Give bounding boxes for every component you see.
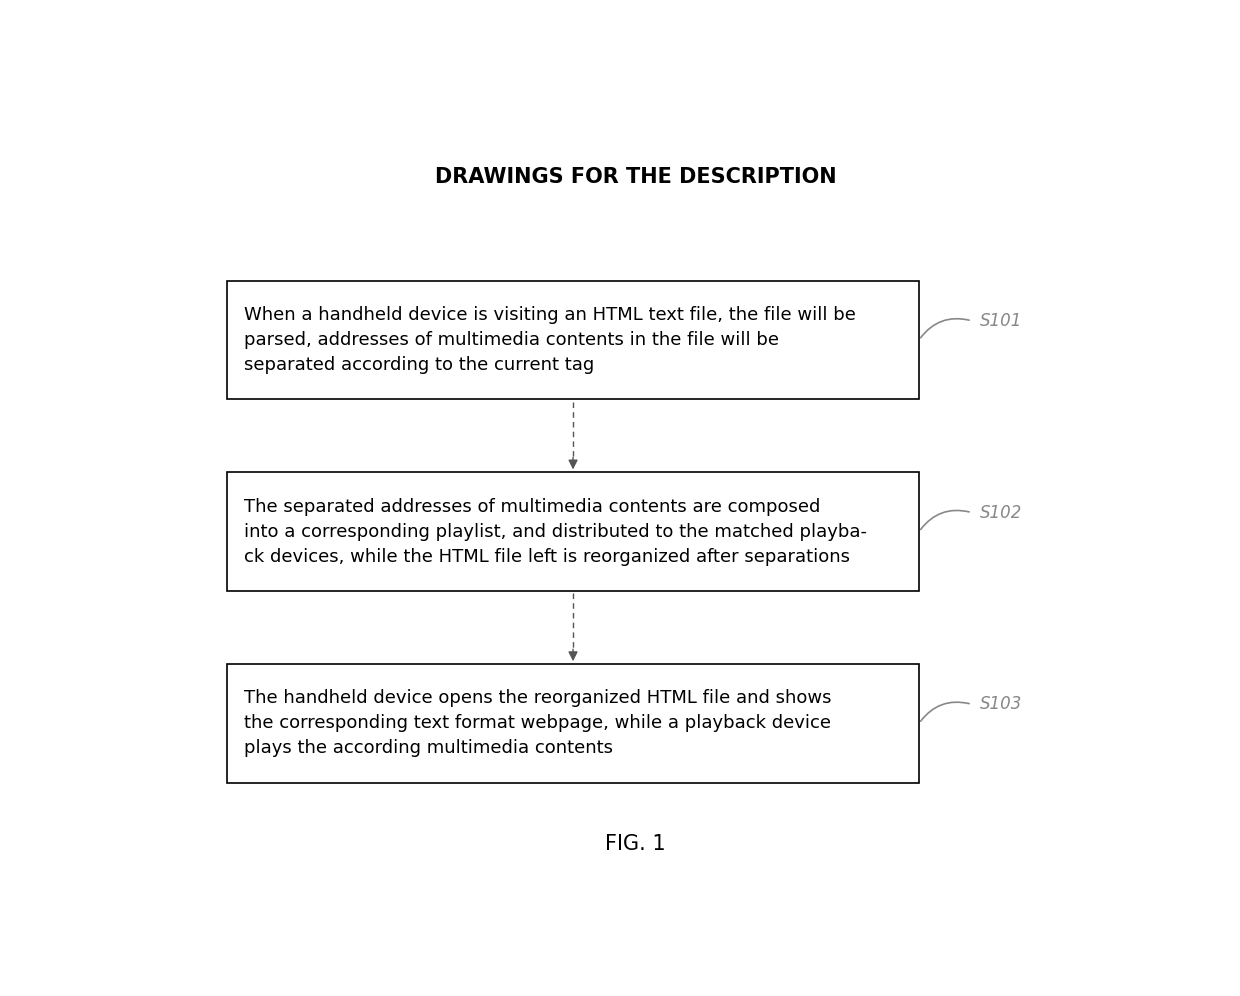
Text: When a handheld device is visiting an HTML text file, the file will be
parsed, a: When a handheld device is visiting an HT… — [244, 306, 857, 374]
Bar — [227, 664, 919, 783]
Bar — [227, 472, 919, 592]
Text: S101: S101 — [980, 312, 1022, 330]
Text: FIG. 1: FIG. 1 — [605, 835, 666, 855]
Text: The separated addresses of multimedia contents are composed
into a corresponding: The separated addresses of multimedia co… — [244, 498, 867, 566]
Bar — [227, 281, 919, 399]
Text: S103: S103 — [980, 695, 1022, 713]
Text: The handheld device opens the reorganized HTML file and shows
the corresponding : The handheld device opens the reorganize… — [244, 689, 832, 758]
Text: S102: S102 — [980, 504, 1022, 522]
Text: DRAWINGS FOR THE DESCRIPTION: DRAWINGS FOR THE DESCRIPTION — [435, 167, 836, 187]
